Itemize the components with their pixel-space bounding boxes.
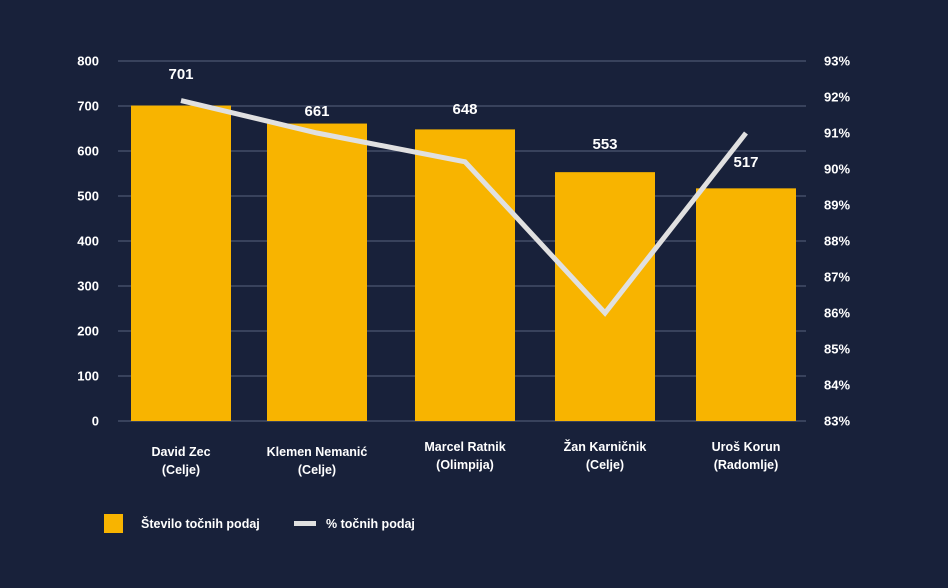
data-label: 661 (304, 103, 329, 120)
left-y-axis: 0 100 200 300 400 500 600 700 800 (77, 54, 99, 429)
data-label: 517 (733, 154, 758, 171)
left-tick-label: 200 (77, 324, 99, 339)
left-tick-label: 300 (77, 279, 99, 294)
category-label: (Celje) (162, 463, 200, 477)
x-axis-labels: David Zec (Celje) Klemen Nemanić (Celje) Mar… (151, 439, 780, 477)
category-label: Klemen Nemanić (267, 445, 368, 459)
left-tick-label: 600 (77, 144, 99, 159)
category-label: (Radomlje) (714, 458, 779, 472)
right-y-axis: 83% 84% 85% 86% 87% 88% 89% 90% 91% 92% 93% (824, 54, 850, 429)
right-tick-label: 91% (824, 126, 850, 141)
line-series (180, 98, 748, 317)
left-tick-label: 800 (77, 54, 99, 69)
left-tick-label: 400 (77, 234, 99, 249)
category-label: Žan Karničnik (564, 439, 647, 454)
data-label: 648 (452, 101, 477, 118)
data-label: 553 (592, 136, 617, 153)
category-label: David Zec (151, 445, 210, 459)
category-label: (Celje) (298, 463, 336, 477)
category-label: Marcel Ratnik (424, 440, 505, 454)
right-tick-label: 92% (824, 90, 850, 105)
left-tick-label: 100 (77, 369, 99, 384)
right-tick-label: 84% (824, 378, 850, 393)
right-tick-label: 83% (824, 414, 850, 429)
bar (696, 188, 796, 421)
right-tick-label: 88% (824, 234, 850, 249)
left-tick-label: 0 (92, 414, 99, 429)
bar (267, 123, 367, 422)
bar-series (131, 105, 796, 422)
bar (555, 172, 655, 421)
right-tick-label: 90% (824, 162, 850, 177)
bar (131, 105, 231, 422)
left-tick-label: 700 (77, 99, 99, 114)
percent-line (180, 98, 748, 317)
legend: Število točnih podaj % točnih podaj (104, 514, 415, 533)
right-tick-label: 87% (824, 270, 850, 285)
left-tick-label: 500 (77, 189, 99, 204)
category-label: Uroš Korun (712, 440, 781, 454)
legend-swatch-bar (104, 514, 123, 533)
right-tick-label: 93% (824, 54, 850, 69)
data-label: 701 (168, 66, 193, 83)
bar (415, 129, 515, 421)
category-label: (Olimpija) (436, 458, 494, 472)
right-tick-label: 89% (824, 198, 850, 213)
legend-label-bar: Število točnih podaj (141, 516, 260, 531)
legend-swatch-line (294, 521, 316, 526)
right-tick-label: 85% (824, 342, 850, 357)
data-labels: 701 661 648 553 517 (168, 66, 758, 171)
category-label: (Celje) (586, 458, 624, 472)
right-tick-label: 86% (824, 306, 850, 321)
legend-label-line: % točnih podaj (326, 517, 415, 531)
